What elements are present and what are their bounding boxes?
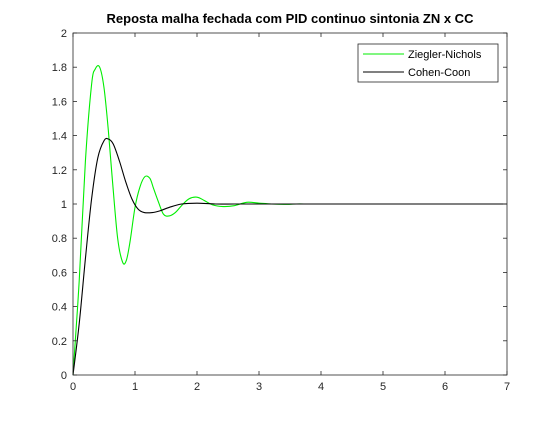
- chart-title: Reposta malha fechada com PID continuo s…: [107, 11, 475, 26]
- x-tick-label: 0: [70, 381, 76, 393]
- y-tick-label: 0.2: [52, 336, 67, 348]
- y-tick-label: 1.8: [52, 62, 67, 74]
- x-tick-label: 7: [504, 381, 510, 393]
- x-tick-label: 4: [318, 381, 324, 393]
- series-layer: [72, 65, 507, 376]
- y-tick-label: 0.6: [52, 267, 67, 279]
- y-tick-label: 1: [61, 199, 67, 211]
- y-tick-label: 0: [61, 370, 67, 382]
- y-tick-label: 1.2: [52, 165, 67, 177]
- series-line-cohen-coon: [72, 137, 507, 376]
- y-tick-label: 1.6: [52, 96, 67, 108]
- legend-label-ziegler-nichols: Ziegler-Nichols: [408, 49, 482, 61]
- x-axis: 0 1 2 3 4 5 6 7: [70, 33, 510, 393]
- legend-box: [357, 43, 499, 83]
- y-tick-label: 2: [61, 28, 67, 40]
- legend-label-cohen-coon: Cohen-Coon: [408, 67, 470, 79]
- y-tick-label: 0.4: [52, 302, 67, 314]
- x-tick-label: 2: [194, 381, 200, 393]
- x-tick-label: 5: [380, 381, 386, 393]
- y-tick-label: 1.4: [52, 131, 67, 143]
- x-tick-label: 1: [132, 381, 138, 393]
- y-tick-label: 0.8: [52, 233, 67, 245]
- y-axis: 0 0.2 0.4 0.6 0.8 1 1.2 1.4 1.6 1.8 2: [52, 28, 507, 382]
- series-line-ziegler-nichols: [72, 65, 306, 376]
- x-tick-label: 6: [442, 381, 448, 393]
- legend: Ziegler-Nichols Cohen-Coon: [357, 43, 499, 83]
- x-tick-label: 3: [256, 381, 262, 393]
